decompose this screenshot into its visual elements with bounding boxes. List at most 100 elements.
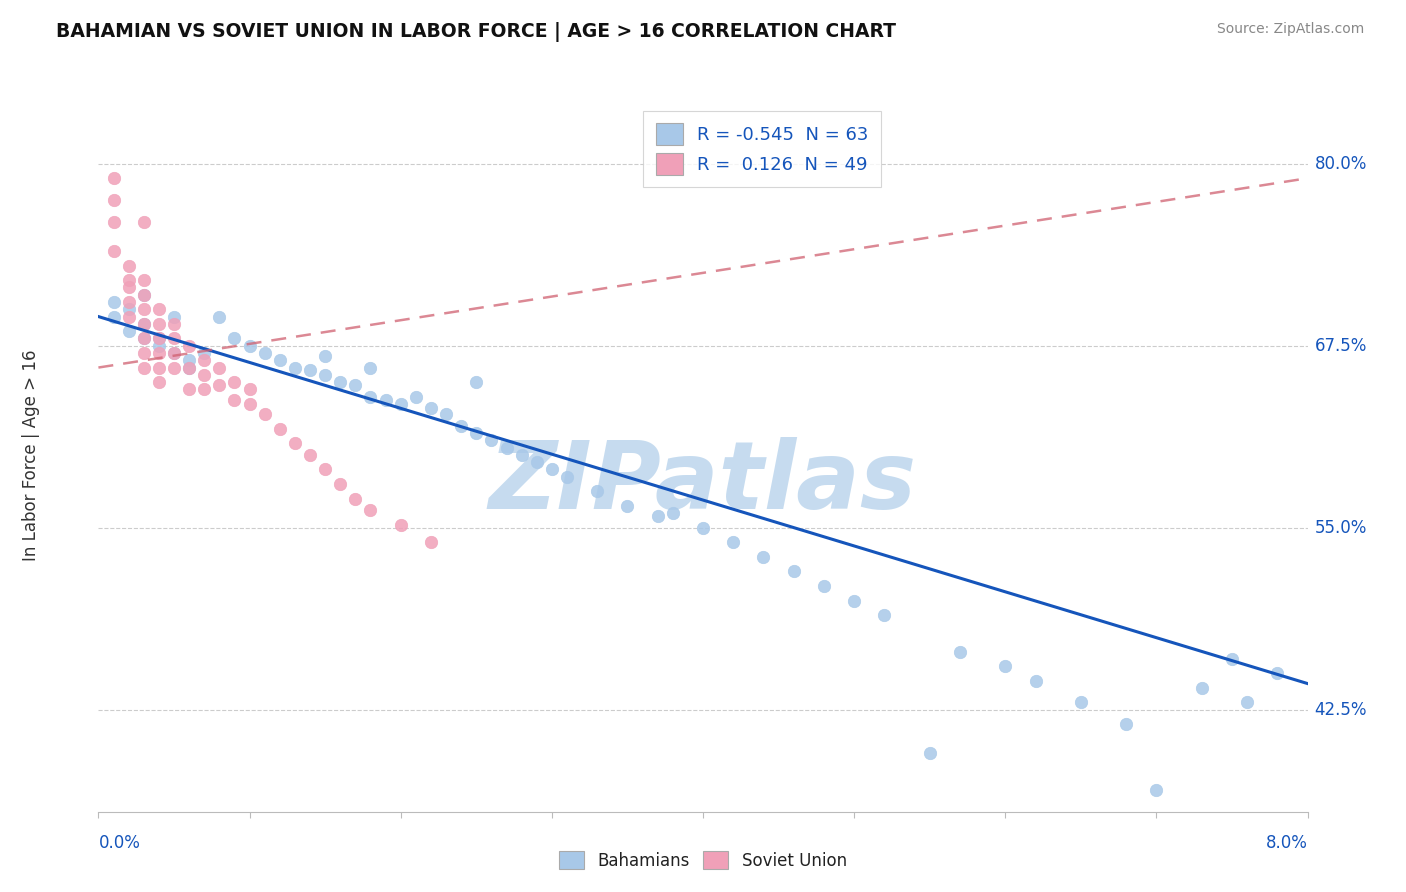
- Point: [329, 375, 352, 389]
- Point: [284, 360, 307, 375]
- Point: [239, 339, 262, 353]
- Point: [208, 360, 231, 375]
- Point: [253, 407, 276, 421]
- Point: [118, 259, 141, 273]
- Point: [314, 349, 336, 363]
- Point: [163, 331, 186, 345]
- Point: [148, 317, 170, 331]
- Point: [132, 331, 155, 345]
- Point: [208, 378, 231, 392]
- Point: [1024, 673, 1046, 688]
- Point: [163, 346, 186, 360]
- Point: [586, 484, 609, 499]
- Point: [239, 397, 262, 411]
- Point: [813, 579, 835, 593]
- Point: [132, 273, 155, 287]
- Text: BAHAMIAN VS SOVIET UNION IN LABOR FORCE | AGE > 16 CORRELATION CHART: BAHAMIAN VS SOVIET UNION IN LABOR FORCE …: [56, 22, 896, 42]
- Point: [374, 392, 396, 407]
- Point: [208, 310, 231, 324]
- Point: [1220, 652, 1243, 666]
- Point: [692, 521, 714, 535]
- Text: 0.0%: 0.0%: [98, 834, 141, 852]
- Point: [495, 441, 517, 455]
- Point: [132, 215, 155, 229]
- Point: [1144, 783, 1167, 797]
- Point: [994, 659, 1017, 673]
- Point: [132, 287, 155, 301]
- Point: [314, 368, 336, 382]
- Point: [344, 378, 367, 392]
- Point: [118, 295, 141, 310]
- Point: [163, 317, 186, 331]
- Point: [132, 360, 155, 375]
- Text: Source: ZipAtlas.com: Source: ZipAtlas.com: [1216, 22, 1364, 37]
- Text: 55.0%: 55.0%: [1315, 519, 1367, 537]
- Point: [239, 383, 262, 397]
- Point: [419, 401, 441, 416]
- Point: [405, 390, 427, 404]
- Point: [1191, 681, 1213, 695]
- Point: [299, 448, 322, 462]
- Point: [844, 593, 866, 607]
- Text: In Labor Force | Age > 16: In Labor Force | Age > 16: [22, 349, 39, 561]
- Point: [661, 506, 683, 520]
- Point: [359, 503, 381, 517]
- Point: [179, 360, 201, 375]
- Point: [344, 491, 367, 506]
- Point: [163, 360, 186, 375]
- Point: [389, 517, 412, 532]
- Point: [193, 383, 215, 397]
- Point: [465, 375, 488, 389]
- Point: [148, 302, 170, 317]
- Point: [389, 397, 412, 411]
- Point: [148, 346, 170, 360]
- Point: [103, 171, 125, 186]
- Point: [723, 535, 745, 549]
- Point: [359, 360, 381, 375]
- Point: [148, 331, 170, 345]
- Point: [148, 331, 170, 345]
- Point: [1265, 666, 1288, 681]
- Point: [163, 346, 186, 360]
- Point: [118, 302, 141, 317]
- Point: [193, 346, 215, 360]
- Point: [179, 383, 201, 397]
- Point: [555, 469, 578, 483]
- Point: [647, 509, 669, 524]
- Text: 42.5%: 42.5%: [1315, 701, 1367, 719]
- Point: [918, 747, 941, 761]
- Point: [949, 644, 972, 658]
- Point: [103, 193, 125, 207]
- Point: [540, 462, 562, 476]
- Point: [179, 339, 201, 353]
- Point: [465, 426, 488, 441]
- Point: [269, 353, 291, 368]
- Point: [873, 608, 896, 623]
- Point: [1115, 717, 1137, 731]
- Point: [752, 549, 775, 564]
- Point: [329, 477, 352, 491]
- Point: [419, 535, 441, 549]
- Text: 67.5%: 67.5%: [1315, 336, 1367, 355]
- Point: [782, 565, 804, 579]
- Point: [193, 353, 215, 368]
- Point: [132, 302, 155, 317]
- Point: [148, 360, 170, 375]
- Point: [224, 331, 246, 345]
- Point: [118, 310, 141, 324]
- Point: [269, 422, 291, 436]
- Point: [299, 363, 322, 377]
- Legend: Bahamians, Soviet Union: Bahamians, Soviet Union: [551, 843, 855, 879]
- Point: [103, 295, 125, 310]
- Point: [224, 392, 246, 407]
- Point: [148, 339, 170, 353]
- Point: [284, 436, 307, 450]
- Point: [510, 448, 533, 462]
- Point: [193, 368, 215, 382]
- Point: [314, 462, 336, 476]
- Point: [1236, 696, 1258, 710]
- Point: [132, 317, 155, 331]
- Text: 8.0%: 8.0%: [1265, 834, 1308, 852]
- Point: [132, 287, 155, 301]
- Text: ZIPatlas: ZIPatlas: [489, 437, 917, 530]
